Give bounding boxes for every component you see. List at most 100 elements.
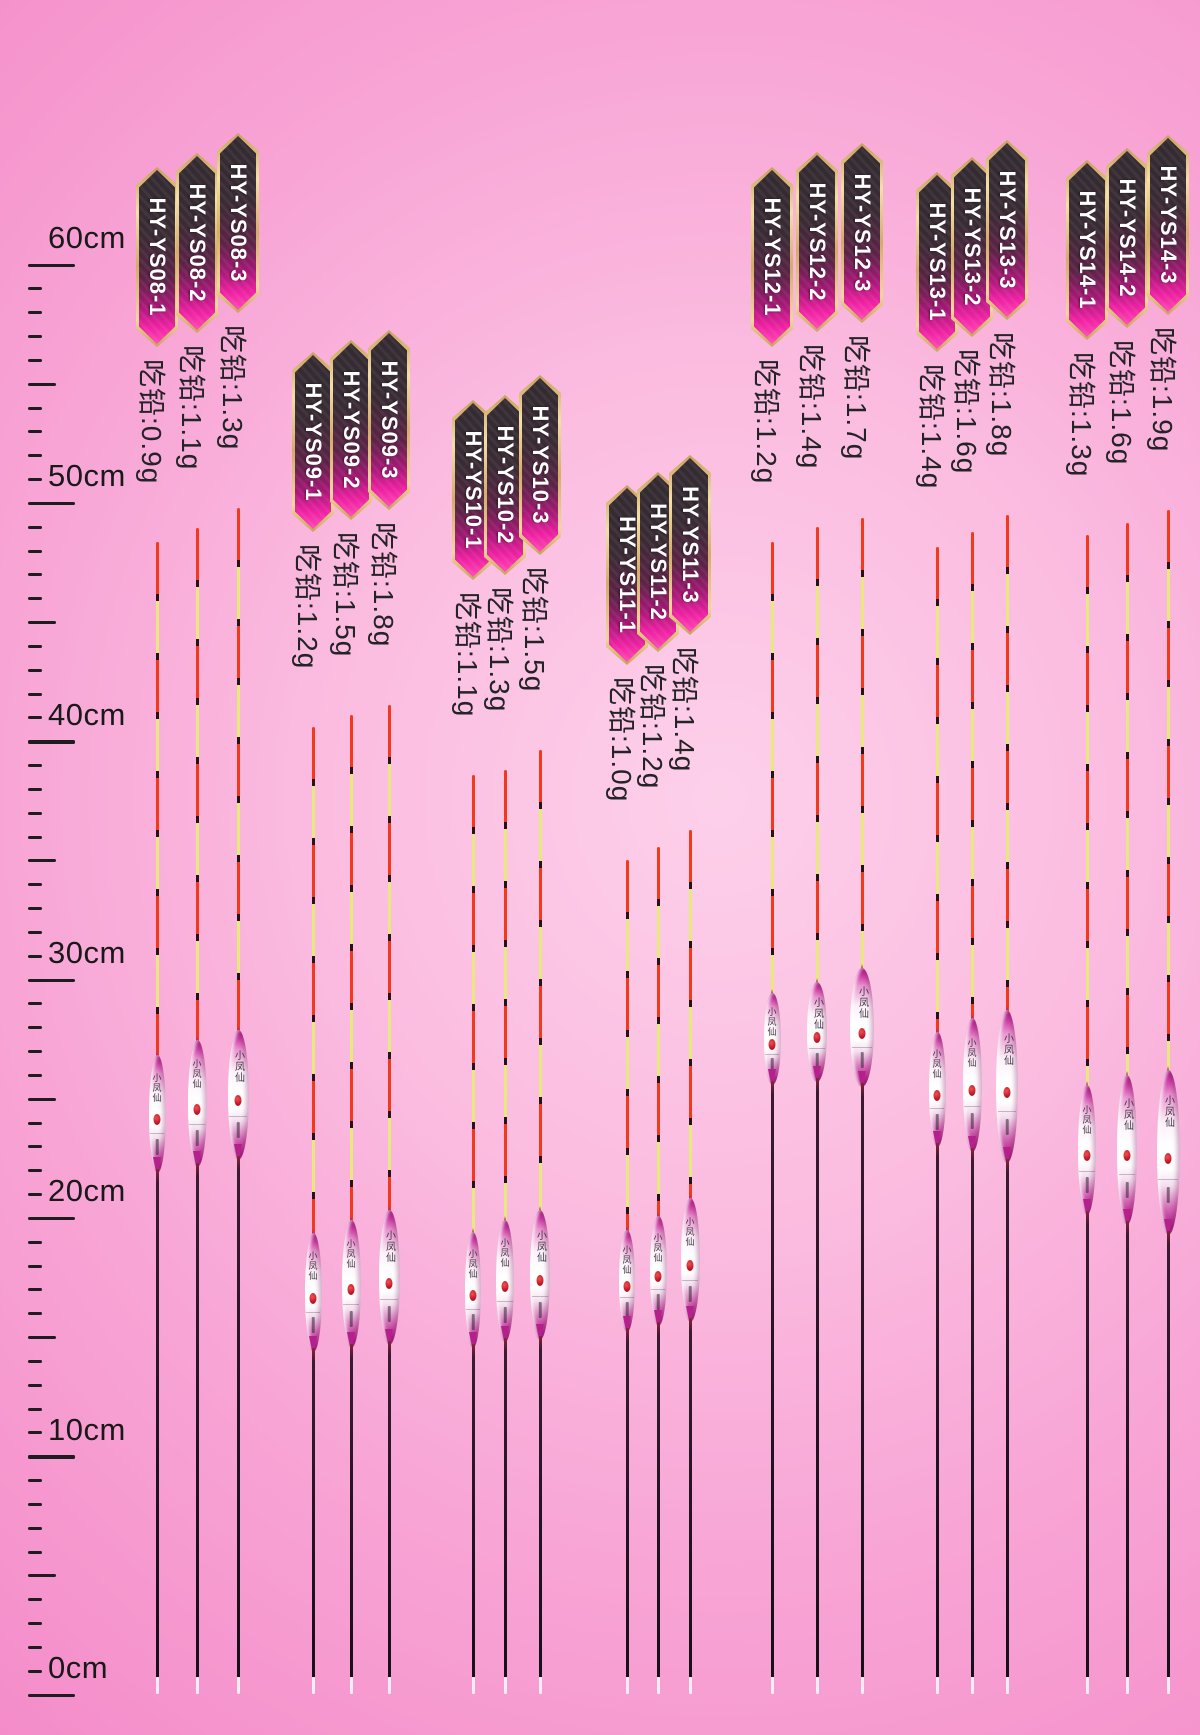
- model-badge: [217, 133, 259, 313]
- ruler-tick: [28, 1550, 42, 1554]
- model-name-label: HY-YS11-3: [678, 486, 703, 604]
- float-stem: [471, 1344, 475, 1677]
- ruler-tick: [28, 978, 75, 982]
- ruler-tick: [28, 478, 42, 481]
- brand-mark: 小凤仙: [766, 1006, 777, 1037]
- model-name-label: HY-YS12-2: [805, 182, 830, 302]
- float-antenna: [1085, 535, 1089, 1091]
- float-stem-tip: [1085, 1677, 1089, 1694]
- float-body: 小凤仙: [763, 993, 781, 1085]
- float-body: 小凤仙: [187, 1040, 207, 1167]
- brand-mark: 小凤仙: [966, 1038, 977, 1069]
- ruler-tick: [28, 1145, 42, 1149]
- brand-mark: 小凤仙: [652, 1232, 663, 1263]
- spec-print-mark: [935, 1113, 939, 1130]
- float-stem: [1125, 1221, 1129, 1677]
- model-badge-face: [295, 355, 331, 529]
- float-stem: [387, 1341, 391, 1677]
- body-seam-line: [620, 1297, 634, 1299]
- float-body: 小凤仙: [496, 1220, 514, 1342]
- brand-seal-icon: [858, 1027, 866, 1039]
- ruler-tick: [28, 1288, 42, 1292]
- weight-label: 吃铅:1.3g: [1066, 352, 1097, 478]
- brand-seal-icon: [1083, 1150, 1091, 1161]
- ruler-tick: [28, 1431, 42, 1435]
- body-seam-line: [851, 1046, 873, 1048]
- spec-print-mark: [538, 1302, 542, 1319]
- ruler-label: 40cm: [48, 696, 126, 732]
- ruler-tick: [28, 430, 42, 434]
- ruler-tick: [28, 1645, 42, 1649]
- float-stem: [688, 1318, 692, 1677]
- model-badge-face: [139, 170, 175, 344]
- model-badge: [176, 153, 218, 333]
- spec-print-mark: [1085, 1177, 1089, 1194]
- ruler-tick: [28, 1002, 42, 1006]
- ruler-tick: [28, 811, 42, 815]
- ruler-tick: [28, 1073, 42, 1077]
- float-body-bottom-cone: [686, 1306, 694, 1326]
- weight-label: 吃铅:1.1g: [176, 345, 207, 471]
- spec-print-mark: [1005, 1118, 1009, 1135]
- float-stem-tip: [155, 1677, 159, 1694]
- float-stem: [625, 1328, 629, 1677]
- body-seam-line: [497, 1300, 513, 1302]
- ruler-tick: [28, 311, 42, 315]
- spec-print-mark: [471, 1314, 475, 1331]
- float-antenna: [688, 830, 692, 1204]
- body-seam-line: [149, 1132, 165, 1134]
- float-stem: [236, 1156, 240, 1677]
- model-name-label: HY-YS13-3: [995, 170, 1020, 290]
- float-body-bottom-cone: [1164, 1219, 1172, 1239]
- model-badge: [136, 167, 178, 347]
- weight-label: 吃铅:1.6g: [951, 349, 982, 475]
- float-stem: [656, 1322, 660, 1677]
- model-badge-face: [179, 156, 215, 330]
- ruler-tick: [28, 859, 56, 863]
- model-badge: [951, 157, 993, 337]
- model-name-label: HY-YS11-1: [615, 516, 640, 634]
- body-seam-line: [964, 1106, 980, 1108]
- ruler-tick: [28, 716, 42, 720]
- ruler-tick: [28, 907, 42, 910]
- float-stem-tip: [236, 1677, 240, 1694]
- brand-seal-icon: [193, 1103, 201, 1115]
- float-stem: [770, 1081, 774, 1677]
- weight-label: 吃铅:1.0g: [606, 677, 637, 803]
- ruler-tick: [28, 1193, 42, 1196]
- float-antenna: [471, 775, 475, 1238]
- float-body: 小凤仙: [304, 1233, 322, 1352]
- model-badge: [751, 167, 793, 347]
- brand-seal-icon: [1003, 1086, 1011, 1098]
- float-stem: [935, 1143, 939, 1677]
- ruler-tick: [28, 1598, 42, 1602]
- ruler-tick: [28, 358, 42, 362]
- ruler-tick: [28, 1383, 42, 1387]
- ruler-tick: [28, 597, 42, 601]
- float-body: 小凤仙: [807, 982, 827, 1082]
- float-stem: [860, 1083, 864, 1677]
- brand-mark: 小凤仙: [307, 1250, 318, 1281]
- spec-print-mark: [349, 1310, 353, 1327]
- body-seam-line: [929, 1107, 945, 1109]
- float-stem: [970, 1148, 974, 1677]
- float-body: 小凤仙: [1156, 1070, 1180, 1235]
- ruler-tick: [28, 454, 42, 458]
- body-seam-line: [305, 1311, 321, 1313]
- float-body-bottom-cone: [933, 1131, 941, 1151]
- brand-mark: 小凤仙: [499, 1238, 510, 1269]
- float-body-bottom-cone: [1123, 1209, 1131, 1229]
- brand-seal-icon: [347, 1284, 355, 1295]
- float-stem: [311, 1348, 315, 1677]
- brand-seal-icon: [623, 1281, 631, 1292]
- float-body-bottom-cone: [768, 1069, 776, 1089]
- float-antenna: [311, 727, 315, 1239]
- body-seam-line: [764, 1053, 780, 1055]
- spec-print-mark: [387, 1305, 391, 1322]
- float-stem-tip: [815, 1677, 819, 1694]
- ruler-tick: [28, 549, 42, 553]
- model-name-label: HY-YS09-1: [301, 382, 326, 502]
- float-stem: [1085, 1211, 1089, 1677]
- ruler-tick: [28, 1169, 42, 1173]
